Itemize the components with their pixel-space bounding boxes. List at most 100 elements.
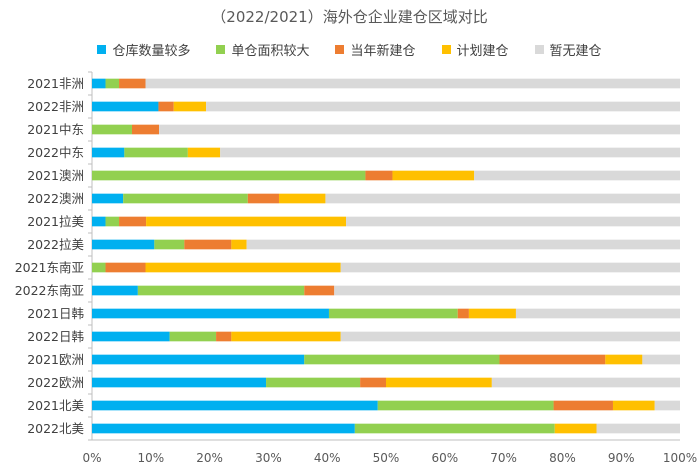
bar-segment xyxy=(119,78,146,89)
chart-legend: 仓库数量较多 单仓面积较大 当年新建仓 计划建仓 暂无建仓 xyxy=(0,40,699,59)
legend-swatch xyxy=(97,45,107,54)
x-tick-label: 0% xyxy=(82,451,101,465)
bar-segment xyxy=(220,147,680,158)
bar-segment xyxy=(553,400,613,411)
bar-segment xyxy=(354,423,555,434)
bar-segment xyxy=(92,147,125,158)
legend-swatch xyxy=(335,45,345,54)
bar-segment xyxy=(92,377,267,388)
bar-segment xyxy=(92,78,106,89)
bar-segment xyxy=(92,308,329,319)
bar-segment xyxy=(654,400,680,411)
x-tick-label: 60% xyxy=(431,451,458,465)
x-tick-label: 80% xyxy=(549,451,576,465)
legend-item: 当年新建仓 xyxy=(335,40,416,59)
bar-segment xyxy=(246,239,681,250)
bar-segment xyxy=(92,331,170,342)
bar-segment xyxy=(92,423,355,434)
legend-label: 暂无建仓 xyxy=(549,44,602,59)
bar-segment xyxy=(159,124,681,135)
legend-label: 仓库数量较多 xyxy=(112,44,191,59)
bar-segment xyxy=(325,193,680,204)
category-label: 2022非洲 xyxy=(27,99,84,114)
category-label: 2021欧洲 xyxy=(27,352,84,367)
category-label: 2022北美 xyxy=(27,421,84,436)
bar-segment xyxy=(187,147,221,158)
bar-segment xyxy=(266,377,361,388)
bar-segment xyxy=(92,101,159,112)
bar-segment xyxy=(216,331,232,342)
bar-segment xyxy=(346,216,680,227)
bar-segment xyxy=(92,262,106,273)
bar-segment xyxy=(92,239,155,250)
bar-segment xyxy=(206,101,680,112)
bar-segment xyxy=(334,285,680,296)
bar-segment xyxy=(137,285,305,296)
bar-segment xyxy=(377,400,554,411)
bar-segment xyxy=(340,262,680,273)
bar-segment xyxy=(105,262,146,273)
bar-segment xyxy=(173,101,207,112)
x-tick-label: 10% xyxy=(137,451,164,465)
legend-item: 仓库数量较多 xyxy=(97,40,190,59)
x-tick-label: 50% xyxy=(373,451,400,465)
bar-segment xyxy=(105,78,120,89)
x-tick-label: 40% xyxy=(314,451,341,465)
bar-segment xyxy=(491,377,680,388)
bar-segment xyxy=(92,170,366,181)
bar-segment xyxy=(304,354,500,365)
category-label: 2021中东 xyxy=(27,122,84,137)
category-label: 2021拉美 xyxy=(27,214,84,229)
x-tick-label: 30% xyxy=(255,451,282,465)
bar-segment xyxy=(612,400,655,411)
legend-swatch xyxy=(534,45,544,54)
legend-item: 计划建仓 xyxy=(441,40,509,59)
bar-segment xyxy=(145,262,341,273)
category-label: 2021澳洲 xyxy=(27,168,84,183)
bar-segment xyxy=(123,193,248,204)
bar-segment xyxy=(92,400,378,411)
bar-segment xyxy=(92,124,132,135)
bar-segment xyxy=(499,354,606,365)
bar-segment xyxy=(146,216,347,227)
bar-segment xyxy=(231,331,341,342)
bar-segment xyxy=(278,193,326,204)
legend-label: 计划建仓 xyxy=(456,44,509,59)
bar-segment xyxy=(184,239,232,250)
bar-segment xyxy=(131,124,160,135)
bar-segment xyxy=(605,354,643,365)
legend-item: 单仓面积较大 xyxy=(216,40,309,59)
category-label: 2021非洲 xyxy=(27,76,84,91)
category-label: 2021日韩 xyxy=(27,306,84,321)
legend-label: 当年新建仓 xyxy=(350,44,416,59)
bar-segment xyxy=(231,239,247,250)
bar-segment xyxy=(92,354,305,365)
category-label: 2022中东 xyxy=(27,145,84,160)
legend-swatch xyxy=(216,45,226,54)
bar-segment xyxy=(92,285,138,296)
bar-segment xyxy=(392,170,475,181)
legend-swatch xyxy=(441,45,451,54)
category-label: 2022拉美 xyxy=(27,237,84,252)
bar-segment xyxy=(457,308,469,319)
legend-label: 单仓面积较大 xyxy=(231,44,310,59)
bar-segment xyxy=(124,147,188,158)
bar-segment xyxy=(468,308,516,319)
bar-segment xyxy=(158,101,174,112)
bar-segment xyxy=(554,423,597,434)
bar-segment xyxy=(340,331,680,342)
bar-segment xyxy=(304,285,335,296)
bar-segment xyxy=(642,354,680,365)
legend-item: 暂无建仓 xyxy=(534,40,602,59)
bar-segment xyxy=(360,377,386,388)
bar-segment xyxy=(247,193,279,204)
category-label: 2022东南亚 xyxy=(15,283,84,298)
category-label: 2021东南亚 xyxy=(15,260,84,275)
category-label: 2021北美 xyxy=(27,398,84,413)
bar-segment xyxy=(105,216,120,227)
bar-segment xyxy=(145,78,680,89)
bar-segment xyxy=(474,170,680,181)
category-label: 2022欧洲 xyxy=(27,375,84,390)
